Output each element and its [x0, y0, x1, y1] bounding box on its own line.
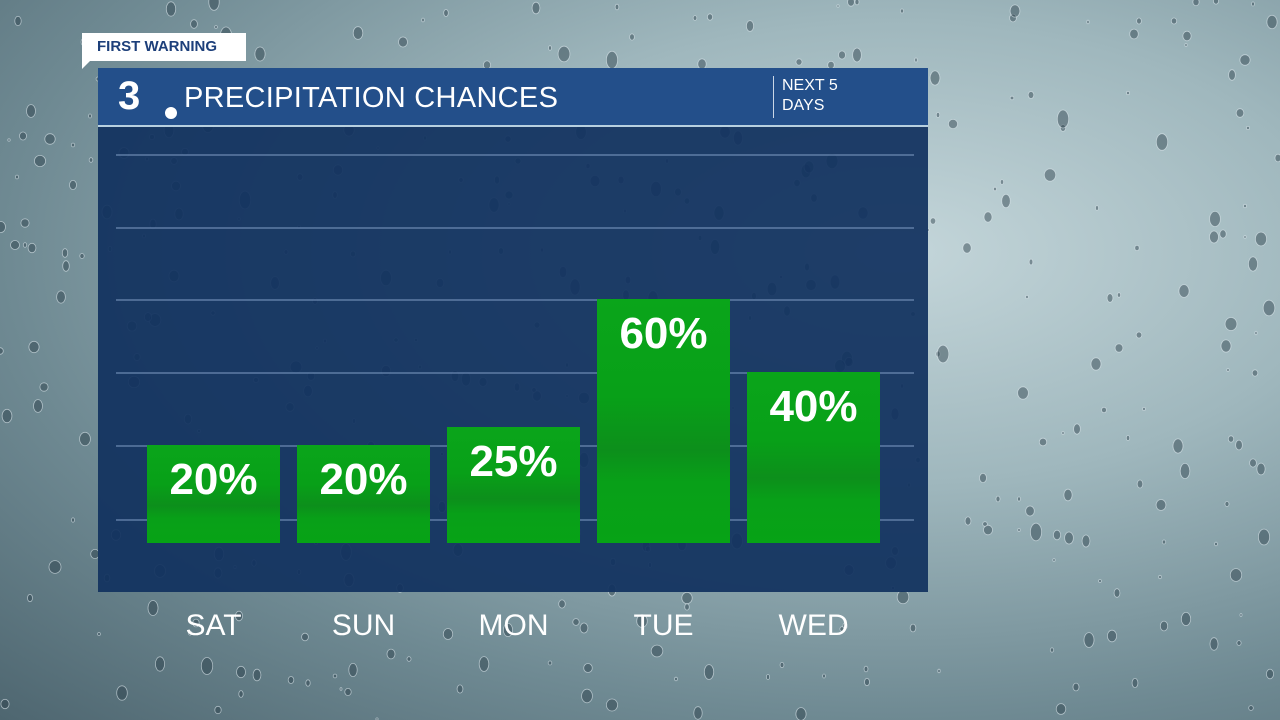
subtitle-line-2: DAYS [782, 97, 825, 114]
bar-value-label: 60% [619, 309, 708, 358]
bar-sat: 20% [147, 445, 280, 543]
station-logo: 3 [118, 74, 178, 120]
first-warning-badge: FIRST WARNING [82, 33, 246, 69]
logo-number: 3 [118, 74, 141, 118]
bar-mon: 25% [447, 426, 580, 543]
chart-subtitle: NEXT 5 DAYS [773, 76, 838, 118]
chart-header: 3 PRECIPITATION CHANCES NEXT 5 DAYS [98, 68, 928, 127]
category-label: MON [478, 609, 549, 642]
subtitle-line-1: NEXT 5 [782, 77, 838, 94]
bar-tue: 60% [597, 299, 730, 543]
bar-sun: 20% [297, 445, 430, 543]
bar-value-label: 40% [769, 382, 858, 431]
category-label: TUE [633, 609, 694, 642]
chart-panel: 3 PRECIPITATION CHANCES NEXT 5 DAYS 20% S… [98, 68, 928, 642]
gridline [116, 372, 914, 374]
category-label: SUN [331, 609, 396, 642]
category-label: SAT [185, 609, 242, 642]
cbs-eye-icon [164, 106, 178, 120]
gridline [116, 227, 914, 229]
gridline [116, 299, 914, 301]
bar-value-label: 20% [319, 455, 408, 504]
plot-area: 20% SAT 20% SUN 25% MON 60% TUE 40% WED [98, 127, 928, 642]
gridline [116, 154, 914, 156]
bar-wed: 40% [747, 372, 880, 543]
bar-value-label: 20% [169, 455, 258, 504]
bar-value-label: 25% [469, 436, 558, 486]
category-label: WED [778, 609, 849, 642]
chart-title: PRECIPITATION CHANCES [184, 82, 559, 114]
